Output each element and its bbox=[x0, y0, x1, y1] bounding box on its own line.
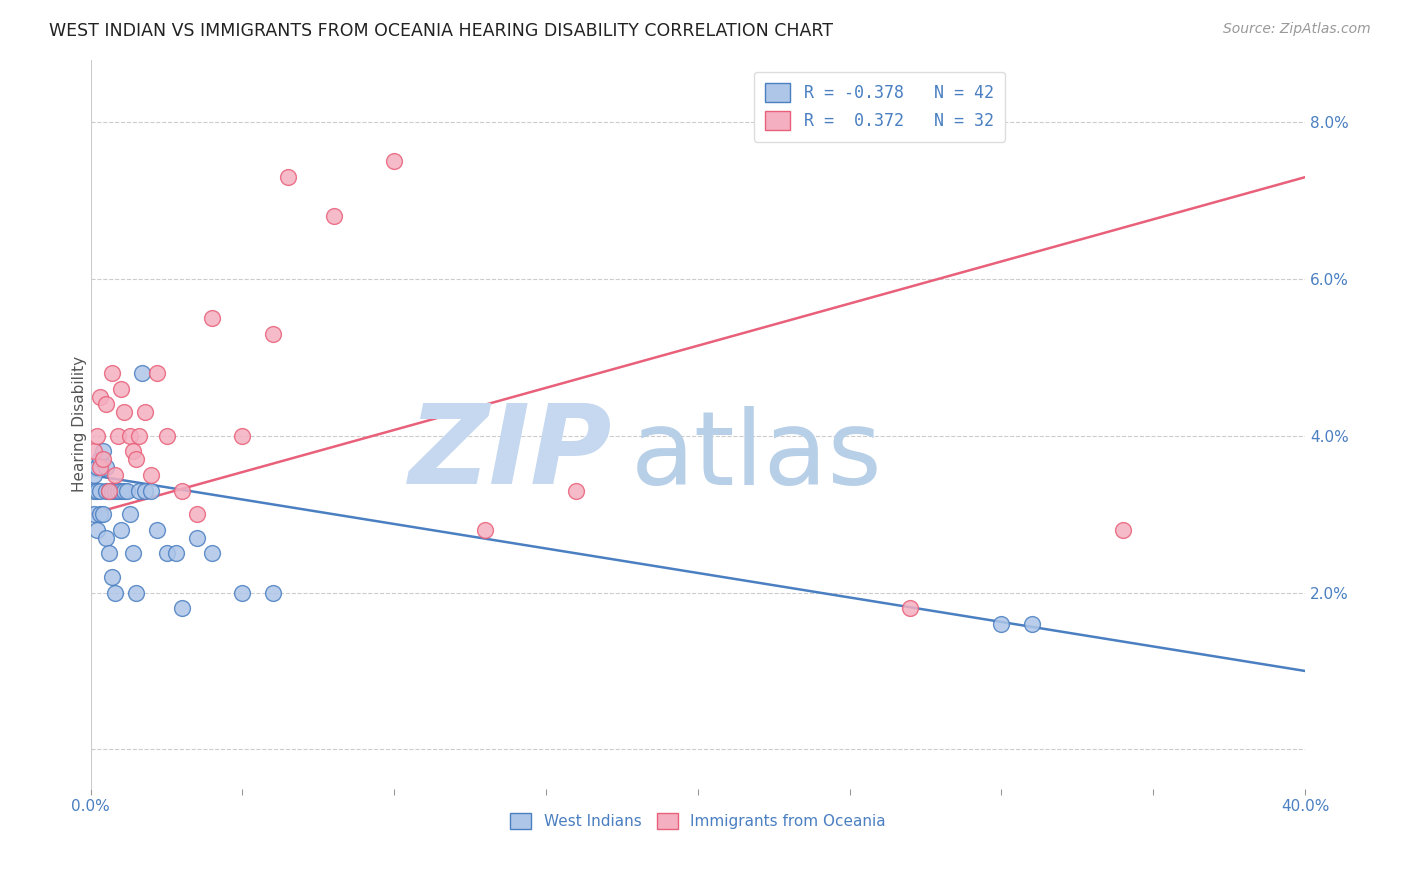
Point bbox=[131, 366, 153, 380]
Point bbox=[110, 483, 132, 498]
Point bbox=[262, 585, 284, 599]
Point bbox=[122, 546, 145, 560]
Point bbox=[86, 460, 108, 475]
Point bbox=[155, 429, 177, 443]
Point bbox=[112, 483, 135, 498]
Point bbox=[125, 452, 148, 467]
Point bbox=[115, 483, 138, 498]
Point bbox=[97, 483, 120, 498]
Point bbox=[170, 483, 193, 498]
Point bbox=[128, 483, 150, 498]
Y-axis label: Hearing Disability: Hearing Disability bbox=[72, 356, 87, 492]
Point bbox=[262, 326, 284, 341]
Point bbox=[89, 390, 111, 404]
Point bbox=[91, 444, 114, 458]
Text: ZIP: ZIP bbox=[409, 400, 613, 507]
Point bbox=[1112, 523, 1135, 537]
Point bbox=[112, 405, 135, 419]
Text: atlas: atlas bbox=[631, 407, 883, 508]
Point bbox=[83, 444, 105, 458]
Point bbox=[146, 366, 169, 380]
Point bbox=[990, 616, 1012, 631]
Point bbox=[141, 468, 163, 483]
Point bbox=[110, 523, 132, 537]
Point bbox=[201, 546, 224, 560]
Point bbox=[107, 429, 129, 443]
Point bbox=[474, 523, 496, 537]
Point bbox=[1021, 616, 1043, 631]
Point bbox=[91, 507, 114, 521]
Point bbox=[565, 483, 588, 498]
Point bbox=[146, 523, 169, 537]
Point bbox=[101, 366, 124, 380]
Text: Source: ZipAtlas.com: Source: ZipAtlas.com bbox=[1223, 22, 1371, 37]
Point bbox=[94, 397, 117, 411]
Point bbox=[101, 570, 124, 584]
Point bbox=[94, 531, 117, 545]
Point bbox=[110, 382, 132, 396]
Point bbox=[155, 546, 177, 560]
Point bbox=[97, 546, 120, 560]
Point bbox=[83, 507, 105, 521]
Point bbox=[322, 210, 344, 224]
Point bbox=[170, 601, 193, 615]
Text: WEST INDIAN VS IMMIGRANTS FROM OCEANIA HEARING DISABILITY CORRELATION CHART: WEST INDIAN VS IMMIGRANTS FROM OCEANIA H… bbox=[49, 22, 834, 40]
Point bbox=[89, 452, 111, 467]
Point bbox=[120, 429, 142, 443]
Point bbox=[231, 429, 253, 443]
Point bbox=[83, 483, 105, 498]
Point bbox=[382, 154, 405, 169]
Point bbox=[86, 523, 108, 537]
Point bbox=[94, 460, 117, 475]
Point bbox=[91, 452, 114, 467]
Point bbox=[134, 405, 156, 419]
Point bbox=[86, 429, 108, 443]
Point bbox=[125, 585, 148, 599]
Point bbox=[165, 546, 187, 560]
Point bbox=[120, 507, 142, 521]
Point bbox=[86, 483, 108, 498]
Point bbox=[104, 585, 127, 599]
Point bbox=[89, 460, 111, 475]
Point bbox=[122, 444, 145, 458]
Point bbox=[104, 483, 127, 498]
Point bbox=[134, 483, 156, 498]
Point bbox=[107, 483, 129, 498]
Legend: West Indians, Immigrants from Oceania: West Indians, Immigrants from Oceania bbox=[503, 807, 891, 836]
Point bbox=[128, 429, 150, 443]
Point bbox=[186, 531, 208, 545]
Point bbox=[141, 483, 163, 498]
Point bbox=[97, 483, 120, 498]
Point bbox=[83, 468, 105, 483]
Point bbox=[277, 170, 299, 185]
Point bbox=[101, 483, 124, 498]
Point bbox=[104, 468, 127, 483]
Point bbox=[186, 507, 208, 521]
Point bbox=[201, 311, 224, 326]
Point bbox=[231, 585, 253, 599]
Point bbox=[89, 507, 111, 521]
Point bbox=[898, 601, 921, 615]
Point bbox=[94, 483, 117, 498]
Point bbox=[89, 483, 111, 498]
